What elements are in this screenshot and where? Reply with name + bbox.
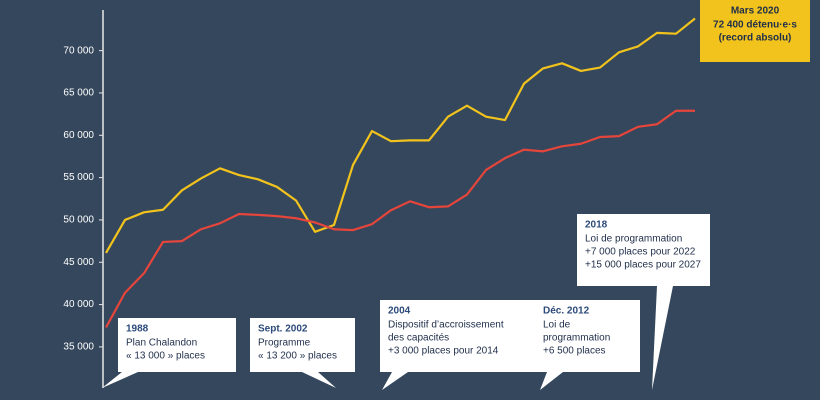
annotation-box [118,318,236,372]
annotation-text: des capacités [388,333,449,344]
annotation-title: Déc. 2012 [543,306,590,317]
annotation-box [380,300,535,372]
series-line [105,109,695,328]
y-tick-label: 55 000 [63,172,94,183]
annotation-text: « 13 000 » places [126,351,205,362]
annotation: 2004 Dispositif d’accroissement des capaci… [380,300,535,390]
annotation-title: Mars 2020 [731,6,780,17]
y-tick-label: 45 000 [63,257,94,268]
annotation-title: 1988 [126,324,149,335]
annotation-title: Sept. 2002 [258,324,308,335]
annotation-text: Programme [258,338,311,349]
callout-pointer [382,372,408,390]
annotation-text: programmation [543,333,610,344]
annotation-text: +15 000 places pour 2027 [585,260,701,271]
annotation-text: Loi de [543,320,571,331]
annotation-text: +6 500 places [543,346,606,357]
annotation-box [250,318,355,372]
annotation-title: 2018 [585,220,608,231]
annotation: Sept. 2002 Programme « 13 200 » places [250,318,355,388]
y-tick-label: 35 000 [63,342,94,353]
annotation-text: +3 000 places pour 2014 [388,346,499,357]
annotation-text: Dispositif d’accroissement [388,320,504,331]
annotation-title: 2004 [388,306,411,317]
annotation-text: +7 000 places pour 2022 [585,247,696,258]
annotation-text: Plan Chalandon [126,338,197,349]
annotation-text: (record absolu) [719,33,792,44]
y-tick-label: 40 000 [63,299,94,310]
callout-pointer [652,286,673,390]
y-tick-label: 70 000 [63,45,94,56]
annotation: 1988 Plan Chalandon « 13 000 » places [102,318,236,388]
y-tick-label: 60 000 [63,130,94,141]
annotation-text: 72 400 détenu·e·s [713,20,797,31]
series-line [105,17,696,254]
y-tick-label: 65 000 [63,88,94,99]
annotation-text: « 13 200 » places [258,351,337,362]
annotation: Déc. 2012 Loi de programmation +6 500 place… [535,300,640,390]
callout-pointer [302,372,336,388]
annotation-box [577,214,710,286]
annotation-text: Loi de programmation [585,234,682,245]
callout-pointer [540,372,563,390]
annotation-box [535,300,640,372]
callout-pointer [102,372,138,388]
annotation: Mars 2020 72 400 détenu·e·s (record absolu… [700,0,810,62]
annotation-box [700,0,810,62]
y-tick-label: 50 000 [63,215,94,226]
annotation: 2018 Loi de programmation +7 000 places po… [577,214,710,390]
